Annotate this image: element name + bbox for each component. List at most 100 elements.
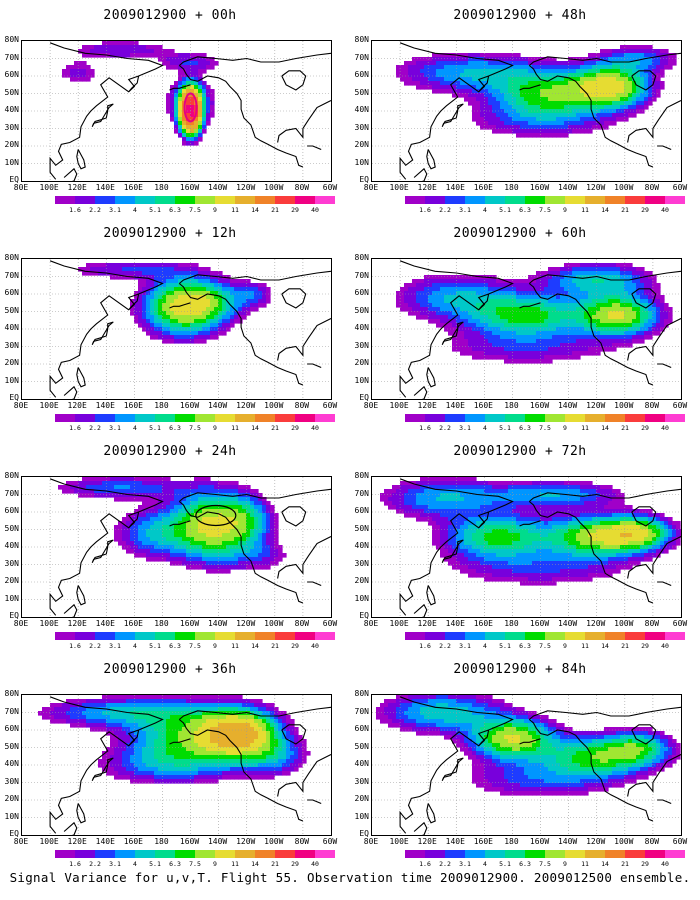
- variance-cell: [596, 283, 601, 288]
- variance-cell: [166, 541, 171, 546]
- variance-cell: [158, 275, 163, 280]
- coastline: [631, 70, 657, 91]
- variance-cell: [516, 295, 521, 300]
- variance-cell: [512, 307, 517, 312]
- variance-cell: [504, 53, 509, 58]
- variance-cell: [242, 291, 247, 296]
- variance-cell: [78, 73, 83, 78]
- variance-cell: [122, 517, 127, 522]
- variance-cell: [182, 493, 187, 498]
- variance-cell: [608, 275, 613, 280]
- variance-cell: [138, 295, 143, 300]
- variance-cell: [202, 323, 207, 328]
- variance-cell: [528, 85, 533, 90]
- variance-cell: [198, 335, 203, 340]
- variance-cell: [142, 287, 147, 292]
- variance-cell: [428, 279, 433, 284]
- variance-cell: [94, 271, 99, 276]
- variance-cell: [600, 85, 605, 90]
- variance-cell: [190, 85, 195, 90]
- variance-cell: [596, 267, 601, 272]
- variance-cell: [102, 493, 107, 498]
- variance-cell: [624, 117, 629, 122]
- variance-cell: [624, 331, 629, 336]
- variance-cell: [472, 105, 477, 110]
- variance-cell: [596, 311, 601, 316]
- variance-cell: [480, 327, 485, 332]
- variance-cell: [540, 97, 545, 102]
- x-tick-label: 140E: [445, 183, 465, 192]
- coastline: [528, 65, 654, 168]
- variance-cell: [166, 283, 171, 288]
- variance-cell: [516, 61, 521, 66]
- variance-cell: [182, 279, 187, 284]
- variance-cell: [556, 339, 561, 344]
- variance-cell: [476, 275, 481, 280]
- variance-cell: [600, 331, 605, 336]
- x-tick-label: 160W: [529, 619, 550, 628]
- variance-cell: [222, 303, 227, 308]
- variance-cell: [596, 65, 601, 70]
- variance-cell: [500, 109, 505, 114]
- variance-cell: [262, 291, 267, 296]
- variance-cell: [456, 505, 461, 510]
- variance-cell: [66, 73, 71, 78]
- variance-cell: [432, 89, 437, 94]
- variance-cell: [218, 497, 223, 502]
- variance-cell: [560, 117, 565, 122]
- variance-cell: [584, 283, 589, 288]
- variance-cell: [576, 263, 581, 268]
- variance-cell: [596, 101, 601, 106]
- variance-cell: [142, 271, 147, 276]
- variance-cell: [484, 65, 489, 70]
- variance-cell: [560, 327, 565, 332]
- variance-cell: [488, 53, 493, 58]
- variance-cell: [644, 327, 649, 332]
- variance-cell: [544, 109, 549, 114]
- variance-cell: [516, 93, 521, 98]
- panel-title: 2009012900 + 24h: [103, 444, 237, 459]
- variance-cell: [496, 291, 501, 296]
- variance-cell: [166, 477, 171, 482]
- variance-cell: [552, 351, 557, 356]
- variance-cell: [480, 113, 485, 118]
- variance-cell: [568, 97, 573, 102]
- variance-cell: [408, 485, 413, 490]
- variance-cell: [552, 271, 557, 276]
- variance-cell: [644, 49, 649, 54]
- variance-cell: [440, 549, 445, 554]
- variance-cell: [86, 267, 91, 272]
- variance-cell: [270, 509, 275, 514]
- variance-cell: [404, 81, 409, 86]
- variance-cell: [150, 493, 155, 498]
- variance-cell: [400, 501, 405, 506]
- variance-cell: [142, 295, 147, 300]
- variance-cell: [468, 69, 473, 74]
- variance-cell: [250, 525, 255, 530]
- variance-cell: [556, 89, 561, 94]
- variance-cell: [206, 267, 211, 272]
- variance-cell: [552, 133, 557, 138]
- variance-cell: [624, 85, 629, 90]
- variance-cell: [468, 93, 473, 98]
- variance-cell: [162, 315, 167, 320]
- variance-cell: [166, 497, 171, 502]
- variance-cell: [592, 311, 597, 316]
- coastline: [441, 103, 464, 128]
- variance-cell: [476, 505, 481, 510]
- variance-cell: [166, 553, 171, 558]
- colorbar-label: 7.5: [189, 206, 201, 214]
- variance-cell: [576, 315, 581, 320]
- variance-cell: [114, 477, 119, 482]
- variance-cell: [182, 93, 187, 98]
- variance-cell: [170, 493, 175, 498]
- variance-cell: [472, 85, 477, 90]
- variance-cell: [564, 355, 569, 360]
- variance-cell: [214, 335, 219, 340]
- variance-cell: [170, 279, 175, 284]
- variance-cell: [520, 61, 525, 66]
- variance-cell: [412, 73, 417, 78]
- variance-cell: [174, 493, 179, 498]
- variance-cell: [90, 271, 95, 276]
- variance-cell: [274, 529, 279, 534]
